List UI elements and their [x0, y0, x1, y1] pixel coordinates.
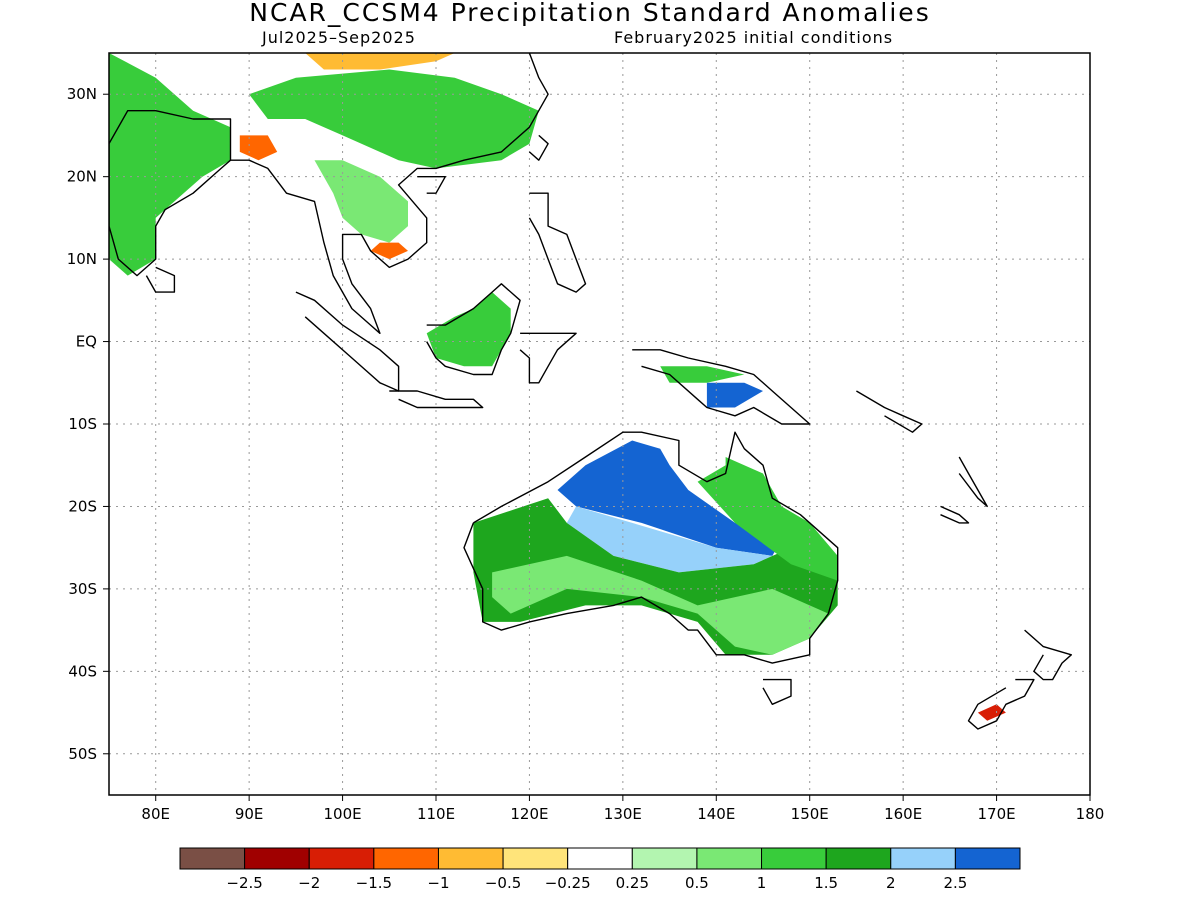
- initial-conditions: February2025 initial conditions: [614, 28, 894, 47]
- colorbar-swatch: [567, 847, 633, 870]
- colorbar-swatch: [890, 847, 956, 870]
- lat-tick-label: 50S: [68, 745, 97, 763]
- colorbar-label: −1: [427, 874, 449, 892]
- colorbar-swatch: [179, 847, 246, 870]
- anomaly-region-himalaya-dry: [305, 53, 455, 70]
- lat-tick-label: 20N: [67, 168, 97, 186]
- grid-layer: [109, 53, 1090, 795]
- colorbar-label: −0.5: [485, 874, 521, 892]
- anomaly-region-new-guinea-north: [660, 366, 745, 383]
- coastline-solomons: [856, 390, 923, 433]
- colorbar-swatch: [244, 847, 310, 870]
- colorbar-swatch: [502, 847, 569, 870]
- forecast-period: Jul2025–Sep2025: [262, 28, 416, 47]
- anomaly-region-indochina: [314, 160, 408, 243]
- lon-tick-label: 160E: [884, 805, 922, 823]
- anomaly-region-cambodia-dry: [370, 242, 408, 260]
- coastline-hainan: [417, 175, 446, 194]
- anomaly-region-borneo: [426, 292, 511, 367]
- lon-tick-label: 130E: [604, 805, 642, 823]
- anomaly-region-central-australia: [566, 506, 773, 573]
- colorbar-swatch: [631, 847, 698, 870]
- colorbar-swatch: [696, 847, 763, 870]
- lat-tick-label: 20S: [68, 497, 97, 515]
- colorbar-label: 0.5: [685, 874, 709, 892]
- colorbar: −2.5 −2 −1.5 −1 −0.5 −0.25 0.25 0.5 1 1.5 2 2.5: [179, 847, 1021, 892]
- colorbar-swatch: [954, 847, 1021, 870]
- coastline-taiwan: [528, 134, 549, 161]
- colorbar-label: −0.25: [545, 874, 591, 892]
- lon-tick-label: 110E: [417, 805, 455, 823]
- coastline-nz-north: [1024, 629, 1073, 681]
- coastline-java: [389, 390, 484, 409]
- lon-tick-label: 150E: [791, 805, 829, 823]
- anomaly-fill-layer: [109, 53, 1006, 721]
- lon-tick-label: 140E: [697, 805, 735, 823]
- coastline-vanuatu: [958, 456, 988, 508]
- lat-tick-label: EQ: [76, 333, 97, 351]
- lon-tick-label: 180: [1076, 805, 1105, 823]
- colorbar-label: 2.5: [943, 874, 967, 892]
- colorbar-swatch: [825, 847, 892, 870]
- anomaly-region-southwest-australia: [492, 555, 829, 655]
- colorbar-swatch: [373, 847, 439, 870]
- lon-tick-label: 80E: [141, 805, 170, 823]
- coastline-asia-mainland: [109, 53, 549, 334]
- lat-tick-label: 40S: [68, 662, 97, 680]
- coastline-sumatra: [295, 291, 400, 392]
- anomaly-region-eastern-australia: [697, 457, 838, 581]
- coastline-new-guinea: [632, 349, 811, 425]
- coastline-sri-lanka: [145, 266, 176, 293]
- lat-tick-label: 30N: [67, 85, 97, 103]
- lon-tick-label: 90E: [235, 805, 264, 823]
- coastline-layer: [109, 53, 1073, 730]
- anomaly-region-india: [109, 53, 231, 276]
- coastline-borneo: [426, 283, 521, 376]
- anomaly-region-new-guinea: [706, 382, 763, 408]
- lon-tick-label: 100E: [324, 805, 362, 823]
- coastline-nz-south: [967, 678, 1035, 730]
- lat-tick-label: 10N: [67, 250, 97, 268]
- anomaly-region-new-zealand-dry: [977, 704, 1006, 721]
- colorbar-label: 1: [757, 874, 767, 892]
- coastline-tasmania: [762, 678, 792, 705]
- colorbar-label: −1.5: [356, 874, 392, 892]
- colorbar-label: 2: [886, 874, 896, 892]
- map-title: NCAR_CCSM4 Precipitation Standard Anomal…: [249, 0, 931, 27]
- axis-labels: 30N 20N 10N EQ 10S 20S 30S 40S 50S 80E 90E 100E 110E…: [67, 85, 1105, 823]
- lat-tick-label: 10S: [68, 415, 97, 433]
- colorbar-label: −2: [298, 874, 320, 892]
- coastline-sulawesi: [519, 332, 577, 384]
- lat-tick-label: 30S: [68, 580, 97, 598]
- colorbar-label: 1.5: [814, 874, 838, 892]
- colorbar-label: 0.25: [616, 874, 649, 892]
- coastline-india-coast: [109, 143, 231, 277]
- colorbar-label: −2.5: [226, 874, 262, 892]
- anomaly-region-north-australia: [557, 440, 782, 556]
- colorbar-swatch: [308, 847, 375, 870]
- lon-tick-label: 170E: [978, 805, 1016, 823]
- colorbar-swatch: [437, 847, 504, 870]
- anomaly-region-bangladesh-dry: [239, 135, 278, 161]
- coastline-philippines: [528, 192, 587, 293]
- coastline-new-caledonia: [940, 505, 970, 524]
- lon-tick-label: 120E: [510, 805, 548, 823]
- colorbar-swatch: [761, 847, 827, 870]
- coastline-australia: [463, 431, 839, 664]
